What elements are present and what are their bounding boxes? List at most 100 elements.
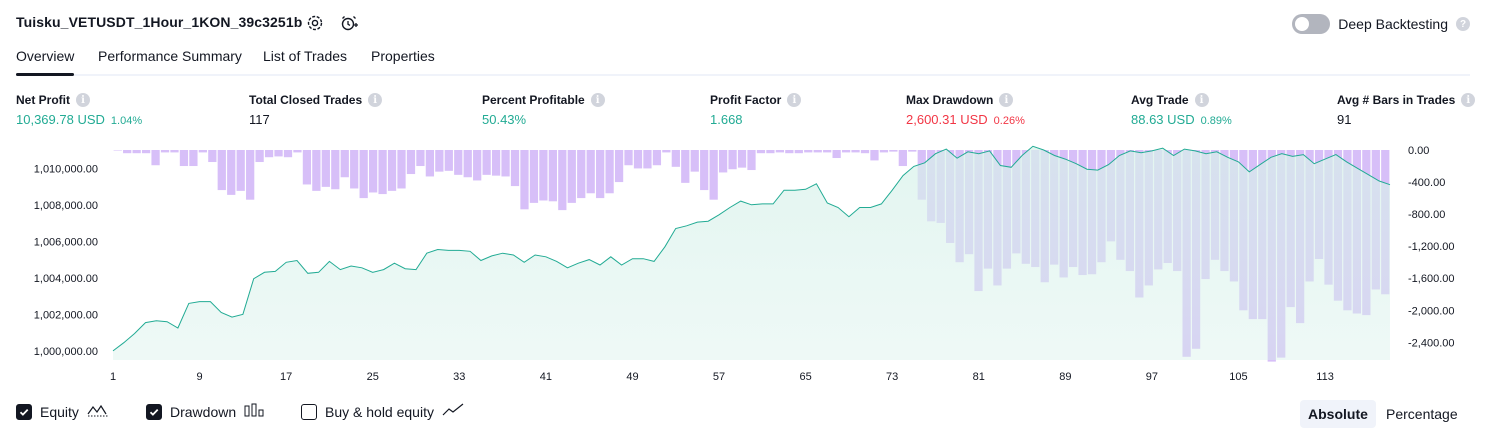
- left-axis-tick: 1,004,000.00: [34, 273, 98, 285]
- drawdown-bar: [728, 150, 737, 170]
- metric-value: 2,600.31 USD: [906, 112, 988, 127]
- tab-performance-summary[interactable]: Performance Summary: [98, 48, 242, 64]
- strategy-title: Tuisku_VETUSDT_1Hour_1KON_39c3251b: [16, 14, 303, 30]
- left-axis-tick: 1,000,000.00: [34, 346, 98, 358]
- deep-backtesting-control: Deep Backtesting ?: [1292, 14, 1470, 34]
- drawdown-bar: [501, 150, 510, 177]
- percentage-button[interactable]: Percentage: [1386, 406, 1458, 422]
- drawdown-bar: [151, 150, 160, 166]
- drawdown-bar: [747, 150, 756, 171]
- equity-drawdown-chart[interactable]: 1,000,000.00 1,002,000.00 1,004,000.00 1,00…: [0, 140, 1486, 400]
- buy-hold-checkbox[interactable]: [301, 403, 317, 420]
- right-axis-tick: -1,200.00: [1408, 241, 1454, 253]
- right-axis-tick: -800.00: [1408, 209, 1445, 221]
- drawdown-bar: [312, 150, 321, 191]
- drawdown-bar: [737, 150, 747, 168]
- tab-overview[interactable]: Overview: [16, 48, 75, 76]
- right-axis-tick: 0.00: [1408, 145, 1429, 157]
- right-axis-tick: -2,400.00: [1408, 337, 1454, 349]
- absolute-button[interactable]: Absolute: [1300, 400, 1376, 428]
- equity-label: Equity: [40, 403, 79, 420]
- info-icon[interactable]: i: [590, 93, 605, 107]
- x-axis-tick: 97: [1146, 371, 1158, 383]
- drawdown-bar: [567, 150, 576, 203]
- info-icon[interactable]: i: [1194, 93, 1209, 107]
- equity-line-icon: [87, 403, 109, 420]
- drawdown-bar: [813, 150, 822, 153]
- info-icon[interactable]: i: [787, 93, 802, 107]
- metric-percent: 0.26%: [993, 115, 1025, 127]
- drawdown-bar: [529, 150, 539, 203]
- metric-label: Net Profit: [16, 93, 70, 107]
- tab-list-of-trades[interactable]: List of Trades: [263, 48, 348, 64]
- metric-label: Total Closed Trades: [249, 93, 363, 107]
- drawdown-bar: [652, 150, 662, 166]
- drawdown-bar: [340, 150, 349, 178]
- right-axis-tick: -1,600.00: [1408, 273, 1454, 285]
- info-icon[interactable]: i: [76, 93, 90, 107]
- left-axis-tick: 1,008,000.00: [34, 200, 98, 212]
- drawdown-bar: [321, 150, 330, 187]
- x-axis-tick: 33: [453, 371, 465, 383]
- tab-properties[interactable]: Properties: [371, 48, 435, 64]
- drawdown-bar: [170, 150, 179, 153]
- metric-avg-trade: Avg Trade i 88.63 USD 0.89%: [1131, 93, 1232, 127]
- x-axis-tick: 49: [626, 371, 638, 383]
- help-icon[interactable]: ?: [1456, 17, 1470, 31]
- metric-max-drawdown: Max Drawdown i 2,600.31 USD 0.26%: [906, 93, 1025, 127]
- deep-backtesting-toggle[interactable]: [1292, 14, 1331, 34]
- x-axis-tick: 9: [197, 371, 203, 383]
- drawdown-bar: [690, 150, 699, 172]
- x-axis-tick: 57: [713, 371, 725, 383]
- x-axis-tick: 65: [799, 371, 811, 383]
- drawdown-bar: [539, 150, 548, 201]
- left-axis-tick: 1,002,000.00: [34, 309, 98, 321]
- x-axis-tick: 17: [280, 371, 292, 383]
- legend-equity[interactable]: Equity: [16, 403, 109, 420]
- left-axis-tick: 1,006,000.00: [34, 236, 98, 248]
- right-axis-tick: -400.00: [1408, 177, 1445, 189]
- drawdown-bar: [406, 150, 416, 175]
- drawdown-bar: [189, 150, 198, 167]
- drawdown-bar: [700, 150, 709, 191]
- metric-percent: 1.04%: [110, 115, 143, 127]
- drawdown-bar: [558, 150, 567, 211]
- drawdown-bar: [756, 150, 766, 154]
- drawdown-bar: [369, 150, 378, 193]
- info-icon[interactable]: i: [1461, 93, 1476, 107]
- x-axis-tick: 89: [1059, 371, 1071, 383]
- drawdown-checkbox[interactable]: [146, 403, 162, 420]
- legend-drawdown[interactable]: Drawdown: [146, 403, 264, 420]
- info-icon[interactable]: i: [999, 93, 1014, 107]
- drawdown-bar: [302, 150, 312, 185]
- equity-checkbox[interactable]: [16, 403, 32, 420]
- drawdown-bar: [293, 150, 302, 153]
- x-axis-tick: 113: [1316, 371, 1334, 383]
- add-alert-icon[interactable]: [339, 13, 359, 33]
- drawdown-bar: [387, 150, 397, 191]
- metric-profit-factor: Profit Factor i 1.668: [710, 93, 802, 127]
- drawdown-bar: [359, 150, 368, 199]
- drawdown-bar: [766, 150, 775, 154]
- metric-value: 1.668: [710, 112, 743, 127]
- drawdown-bar: [246, 150, 255, 200]
- settings-icon[interactable]: [305, 13, 325, 33]
- drawdown-bar: [113, 150, 122, 151]
- legend-buy-hold[interactable]: Buy & hold equity: [301, 403, 464, 420]
- info-icon[interactable]: i: [368, 93, 383, 107]
- drawdown-bar: [179, 150, 189, 167]
- drawdown-bar: [454, 150, 463, 175]
- metric-value: 88.63 USD: [1131, 112, 1195, 127]
- metric-value: 117: [249, 112, 270, 127]
- drawdown-bar: [586, 150, 595, 194]
- drawdown-bar: [681, 150, 690, 183]
- drawdown-bar: [804, 150, 813, 153]
- metric-total-closed-trades: Total Closed Trades i 117: [249, 93, 383, 127]
- drawdown-bar: [823, 150, 832, 153]
- metric-value: 50.43%: [482, 112, 527, 127]
- drawdown-bar: [141, 150, 151, 154]
- metric-label: Avg Trade: [1131, 93, 1189, 107]
- drawdown-bar: [435, 150, 444, 172]
- metric-value: 91: [1337, 112, 1352, 127]
- metric-net-profit: Net Profit i 10,369.78 USD 1.04%: [16, 93, 142, 127]
